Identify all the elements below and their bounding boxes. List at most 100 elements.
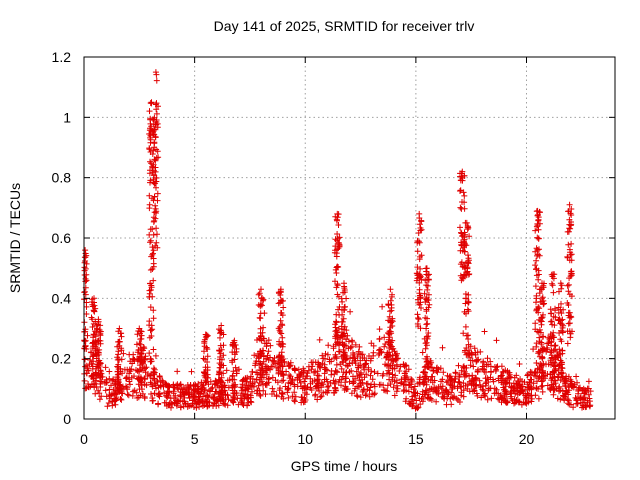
data-point: [130, 351, 137, 358]
data-point: [147, 226, 154, 233]
data-point: [461, 236, 468, 243]
data-point: [152, 382, 159, 389]
data-point: [216, 396, 222, 402]
data-point: [158, 377, 164, 384]
data-point: [457, 188, 463, 194]
data-point: [547, 349, 554, 356]
data-point: [464, 381, 471, 388]
data-point: [127, 381, 133, 388]
data-point: [385, 356, 392, 363]
data-point: [229, 372, 236, 379]
data-point: [136, 386, 143, 393]
data-point: [277, 309, 284, 316]
data-point: [154, 190, 161, 197]
data-point: [267, 354, 274, 361]
data-point: [566, 216, 573, 223]
data-point: [224, 377, 231, 384]
data-point: [524, 372, 531, 379]
data-point: [221, 400, 228, 407]
data-point: [544, 371, 551, 377]
data-point: [460, 393, 467, 400]
data-point: [280, 356, 287, 362]
data-point: [307, 384, 314, 391]
data-point: [382, 361, 389, 368]
data-point: [258, 351, 265, 358]
data-point: [119, 370, 126, 377]
data-point: [441, 393, 448, 400]
data-point: [334, 338, 341, 345]
data-point: [393, 361, 400, 368]
data-point: [314, 372, 321, 379]
data-point: [129, 360, 136, 367]
data-point: [425, 304, 432, 311]
data-point: [463, 332, 470, 339]
data-point: [421, 290, 428, 297]
data-point: [148, 284, 155, 291]
data-point: [381, 334, 388, 341]
data-point: [257, 366, 264, 373]
data-point: [278, 321, 285, 328]
data-point: [455, 378, 462, 385]
x-tick-label: 10: [297, 431, 313, 447]
data-point: [148, 358, 155, 365]
data-point: [201, 387, 208, 394]
data-point: [218, 329, 225, 336]
data-point: [505, 370, 512, 376]
data-point: [405, 382, 412, 389]
data-point: [280, 395, 287, 402]
data-point: [279, 362, 286, 369]
data-point: [137, 330, 143, 337]
data-point: [585, 391, 592, 398]
y-tick-label: 0.4: [52, 290, 72, 306]
data-point: [411, 383, 418, 390]
data-point: [369, 376, 376, 383]
data-point: [280, 304, 287, 311]
data-point: [321, 364, 328, 371]
data-point: [348, 390, 355, 397]
data-point: [186, 403, 193, 409]
data-point: [150, 346, 157, 353]
data-point: [154, 231, 160, 238]
data-point: [343, 327, 350, 334]
data-point: [532, 373, 539, 380]
data-point: [277, 385, 283, 392]
data-point: [334, 210, 341, 217]
data-point: [557, 377, 564, 384]
data-point: [423, 265, 430, 272]
data-point: [566, 401, 573, 408]
data-point: [339, 318, 346, 325]
data-point: [439, 376, 446, 383]
data-point: [465, 252, 471, 259]
data-point: [463, 242, 470, 249]
data-point: [325, 342, 332, 349]
data-point: [301, 378, 308, 385]
data-point: [414, 264, 421, 271]
data-point: [461, 172, 468, 179]
data-point: [408, 376, 414, 382]
data-point: [459, 168, 466, 175]
data-point: [564, 282, 571, 289]
data-point: [151, 156, 158, 163]
data-point: [273, 393, 280, 400]
data-point: [200, 390, 207, 397]
data-point: [82, 247, 89, 254]
data-point: [128, 366, 135, 373]
data-point: [352, 341, 359, 348]
data-point: [305, 367, 312, 374]
data-point: [148, 333, 155, 339]
data-point: [440, 389, 447, 396]
data-point: [204, 359, 211, 365]
data-point: [311, 377, 318, 384]
data-point: [539, 280, 545, 287]
data-point: [435, 384, 442, 391]
data-point: [216, 347, 223, 354]
data-point: [335, 264, 342, 270]
data-point: [149, 151, 156, 157]
data-point: [84, 367, 90, 374]
data-point: [381, 387, 388, 394]
data-point: [93, 355, 100, 362]
data-point: [148, 160, 155, 167]
data-point: [493, 337, 500, 344]
data-point: [424, 286, 431, 293]
